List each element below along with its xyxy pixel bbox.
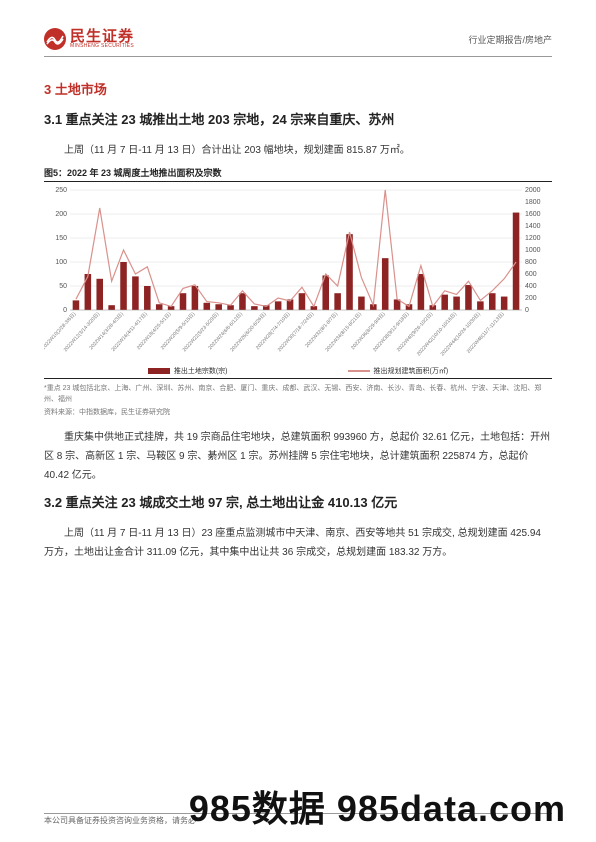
svg-text:1400: 1400 [525,223,541,230]
logo-text-cn: 民生证券 [70,29,134,44]
section-3-1-title: 3.1 重点关注 23 城推出土地 203 宗地，24 宗来自重庆、苏州 [44,108,552,133]
logo-text-en: MINSHENG SECURITIES [70,44,134,49]
section-3-1-para2: 重庆集中供地正式挂牌，共 19 宗商品住宅地块，总建筑面积 993960 方，总… [44,428,552,485]
svg-text:200: 200 [525,295,537,302]
doc-type-label: 行业定期报告/房地产 [468,33,552,46]
caption-rule [44,181,552,182]
figure-note-1: *重点 23 城包括北京、上海、广州、深圳、苏州、南京、合肥、厦门、重庆、成都、… [44,383,552,405]
svg-text:100: 100 [55,259,67,266]
figure-note-2: 资料来源：中指数据库，民生证券研究院 [44,407,552,418]
figure-5-chart: 0 50 100 150 200 250 0 200 400 600 800 1000 1200 1400… [44,184,552,379]
svg-text:600: 600 [525,271,537,278]
section-3-2-para: 上周（11 月 7 日-11 月 13 日）23 座重点监测城市中天津、南京、西… [44,524,552,562]
legend-bar: 推出土地宗数(宗) [148,366,228,376]
svg-text:50: 50 [59,283,67,290]
section-3-2-title: 3.2 重点关注 23 城成交土地 97 宗, 总土地出让金 410.13 亿元 [44,491,552,516]
legend-line-swatch [348,370,370,372]
svg-text:2000: 2000 [525,187,541,194]
section-3-1-para: 上周（11 月 7 日-11 月 13 日）合计出让 203 幅地块，规划建面 … [44,141,552,160]
legend-line-label: 推出规划建筑面积(万㎡) [374,366,449,376]
figure-5-caption: 图5：2022 年 23 城周度土地推出面积及宗数 [44,166,552,179]
svg-text:800: 800 [525,259,537,266]
svg-text:1000: 1000 [525,247,541,254]
svg-text:2022W42(10/10-10/16日): 2022W42(10/10-10/16日) [416,311,458,357]
logo-icon [44,28,66,50]
page-header: 民生证券 MINSHENG SECURITIES 行业定期报告/房地产 [44,28,552,57]
svg-text:1600: 1600 [525,211,541,218]
svg-text:200: 200 [55,211,67,218]
svg-text:1200: 1200 [525,235,541,242]
svg-text:2022W44(10/24-10/30日): 2022W44(10/24-10/30日) [440,311,482,357]
svg-text:0: 0 [525,307,529,314]
footer-disclaimer: 本公司具备证券投资咨询业务资格，请务必 [44,815,196,826]
watermark: 985数据 985data.com [189,780,566,832]
legend-bar-swatch [148,368,170,374]
svg-text:150: 150 [55,235,67,242]
logo: 民生证券 MINSHENG SECURITIES [44,28,134,50]
svg-text:0: 0 [63,307,67,314]
legend-line: 推出规划建筑面积(万㎡) [348,366,449,376]
chart-legend: 推出土地宗数(宗) 推出规划建筑面积(万㎡) [44,366,552,376]
svg-text:400: 400 [525,283,537,290]
svg-text:1800: 1800 [525,199,541,206]
chart-svg: 0 50 100 150 200 250 0 200 400 600 800 1000 1200 1400… [44,184,552,364]
svg-text:250: 250 [55,187,67,194]
section-3-title: 3 土地市场 [44,79,552,98]
legend-bar-label: 推出土地宗数(宗) [174,366,228,376]
